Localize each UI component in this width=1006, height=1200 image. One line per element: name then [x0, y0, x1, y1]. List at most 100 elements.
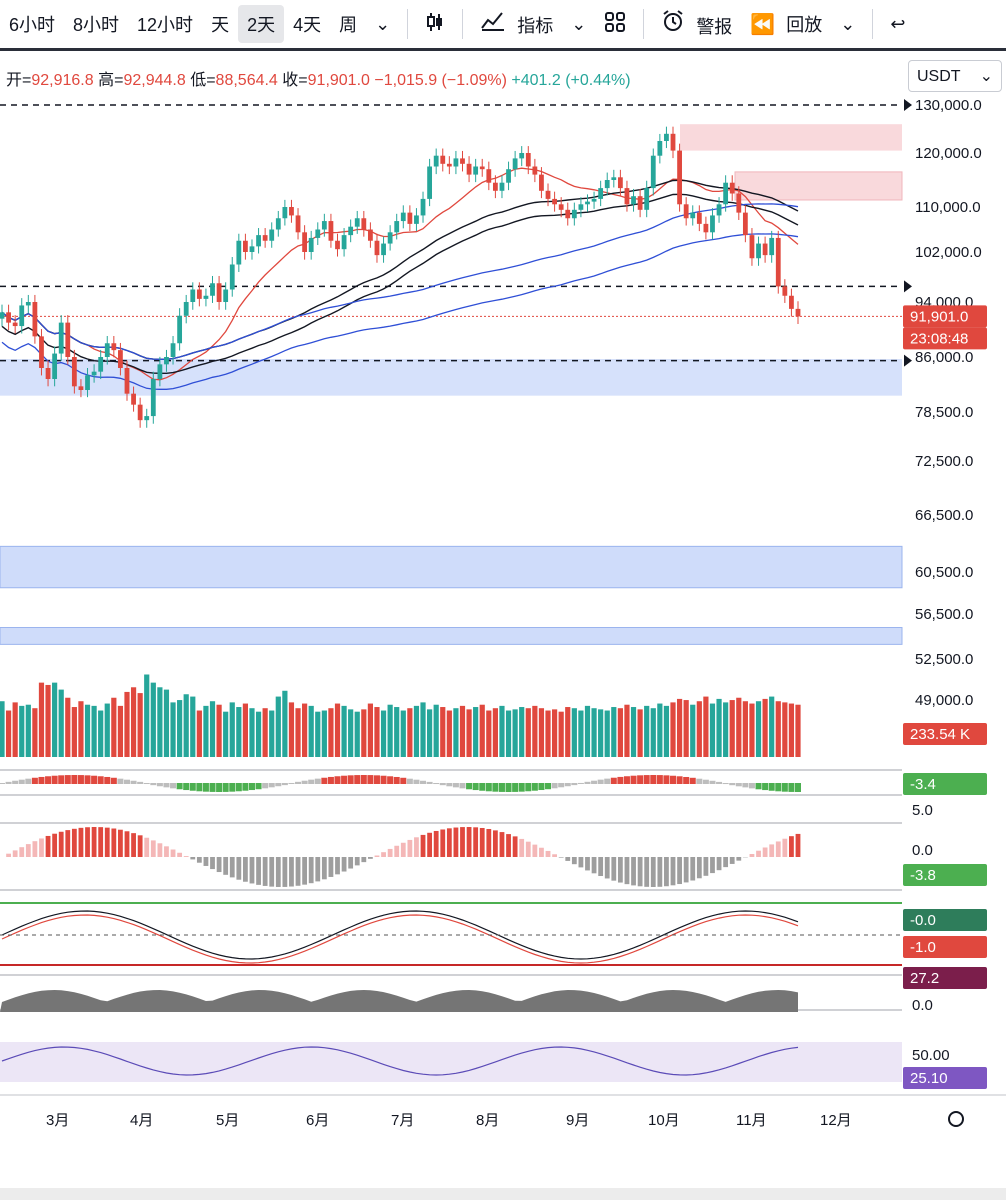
- timeframe-12h[interactable]: 12小时: [137, 15, 194, 35]
- osc2-bar: [98, 827, 104, 857]
- indicator-level-label: 0.0: [912, 997, 933, 1014]
- volume-bar: [84, 704, 91, 757]
- volume-bar: [617, 708, 623, 757]
- osc1-bar: [5, 781, 12, 784]
- candle-body: [427, 166, 433, 199]
- osc2-bar: [631, 857, 636, 886]
- timeframe-6h[interactable]: 6小时: [9, 15, 56, 35]
- candle-body: [420, 198, 426, 216]
- osc1-bar: [518, 783, 525, 792]
- osc2-bar: [558, 857, 564, 858]
- candle-body: [644, 188, 650, 210]
- osc2-bar: [256, 857, 261, 885]
- osc1-bar: [623, 776, 630, 784]
- candle-type-icon[interactable]: [416, 5, 454, 44]
- osc2-bar: [433, 830, 439, 857]
- candle-body: [229, 264, 235, 290]
- candle-body: [236, 240, 242, 265]
- osc1-bar: [729, 783, 736, 786]
- volume-bar: [762, 698, 768, 757]
- candle-body: [525, 153, 531, 167]
- candle-body: [499, 182, 505, 191]
- volume-bar: [236, 707, 242, 757]
- osc1-bar: [512, 783, 519, 792]
- rsi-line: [1, 1046, 799, 1076]
- osc1-bar: [683, 776, 690, 784]
- settings-gear-icon[interactable]: [948, 1111, 964, 1127]
- timeframe-1w[interactable]: 周: [339, 15, 358, 35]
- osc2-bar: [539, 847, 544, 857]
- candle-body: [453, 158, 459, 167]
- replay-chevron-icon[interactable]: ⌄: [840, 13, 856, 34]
- close-value: 91,901.0: [307, 72, 370, 89]
- price-tick-label: 52,500.0: [915, 651, 973, 668]
- volume-bar: [624, 704, 630, 757]
- price-tick-label: 60,500.0: [915, 564, 973, 581]
- volume-bar: [637, 709, 643, 757]
- osc2-bar: [328, 857, 334, 877]
- candle-body: [631, 196, 636, 205]
- candle-body: [282, 207, 288, 219]
- layouts-grid-icon[interactable]: [595, 5, 635, 44]
- timeframe-more-chevron-icon[interactable]: ⌄: [375, 13, 391, 34]
- osc1-bar: [137, 781, 144, 784]
- level-marker-0: [904, 99, 912, 111]
- timeframe-8h[interactable]: 8小时: [73, 15, 120, 35]
- low-value: 88,564.4: [215, 72, 278, 89]
- timeframe-1d[interactable]: 天: [211, 15, 230, 35]
- alerts-button[interactable]: 警报: [652, 3, 741, 45]
- osc2-bar: [512, 836, 518, 857]
- level-marker-1: [904, 280, 912, 293]
- volume-bar: [223, 711, 229, 757]
- osc2-bar: [289, 857, 294, 887]
- volume-bar: [348, 709, 354, 757]
- indicator-tag: -0.0: [910, 912, 936, 929]
- candle-body: [446, 163, 452, 167]
- currency-select[interactable]: USDT ⌄: [908, 60, 1002, 92]
- osc1-bar: [439, 783, 446, 786]
- volume-bar: [591, 708, 597, 757]
- osc1-bar: [650, 775, 657, 784]
- volume-bar: [288, 702, 295, 757]
- osc2-bar: [91, 827, 97, 857]
- osc1-bar: [130, 780, 137, 784]
- candle-body: [710, 215, 715, 233]
- change-value: −1,015.9 (−1.09%): [374, 72, 507, 89]
- osc2-bar: [164, 846, 169, 857]
- candle-body: [335, 240, 340, 250]
- countdown-tag-bg: [903, 327, 987, 350]
- replay-button[interactable]: ⏪ 回放: [741, 5, 831, 43]
- osc2-bar: [578, 857, 584, 868]
- indicators-chevron-icon[interactable]: ⌄: [571, 13, 587, 34]
- candle-body: [532, 166, 538, 175]
- candle-body: [677, 150, 682, 205]
- candle-body: [341, 235, 347, 250]
- low-label: 低=: [190, 72, 216, 89]
- osc1-bar: [209, 783, 216, 792]
- osc1-bar: [558, 783, 565, 788]
- osc2-bar: [519, 838, 525, 857]
- volume-bar: [255, 711, 262, 757]
- candle-body: [275, 218, 281, 230]
- candle-body: [414, 215, 419, 224]
- timeframe-4d[interactable]: 4天: [293, 15, 322, 35]
- volume-bar: [387, 704, 393, 757]
- candle-body: [664, 133, 669, 141]
- price-tick-label: 86,000.0: [915, 349, 973, 366]
- volume-bar: [479, 704, 485, 757]
- osc1-bar: [413, 779, 420, 784]
- toolbar: 6小时 8小时 12小时 天 2天 4天 周 ⌄ 指标 ⌄ 警报 ⏪ 回放 ⌄ …: [0, 0, 1006, 51]
- volume-bar: [216, 704, 222, 757]
- indicators-button[interactable]: 指标: [471, 4, 562, 44]
- time-axis[interactable]: 3月 4月 5月 6月 7月 8月 9月 10月 11月 12月: [0, 1094, 1006, 1129]
- volume-bar: [538, 708, 545, 757]
- undo-icon[interactable]: ↩: [890, 13, 906, 34]
- replay-label: 回放: [786, 15, 823, 35]
- chart-canvas[interactable]: 130,000.0120,000.0110,000.0102,000.094,0…: [0, 95, 1006, 1135]
- osc1-bar: [406, 778, 413, 784]
- osc1-bar: [51, 775, 58, 784]
- osc2-bar: [262, 857, 268, 886]
- candle-body: [657, 141, 663, 156]
- timeframe-2d[interactable]: 2天: [238, 5, 285, 43]
- price-axis[interactable]: 130,000.0120,000.0110,000.0102,000.094,0…: [915, 97, 982, 709]
